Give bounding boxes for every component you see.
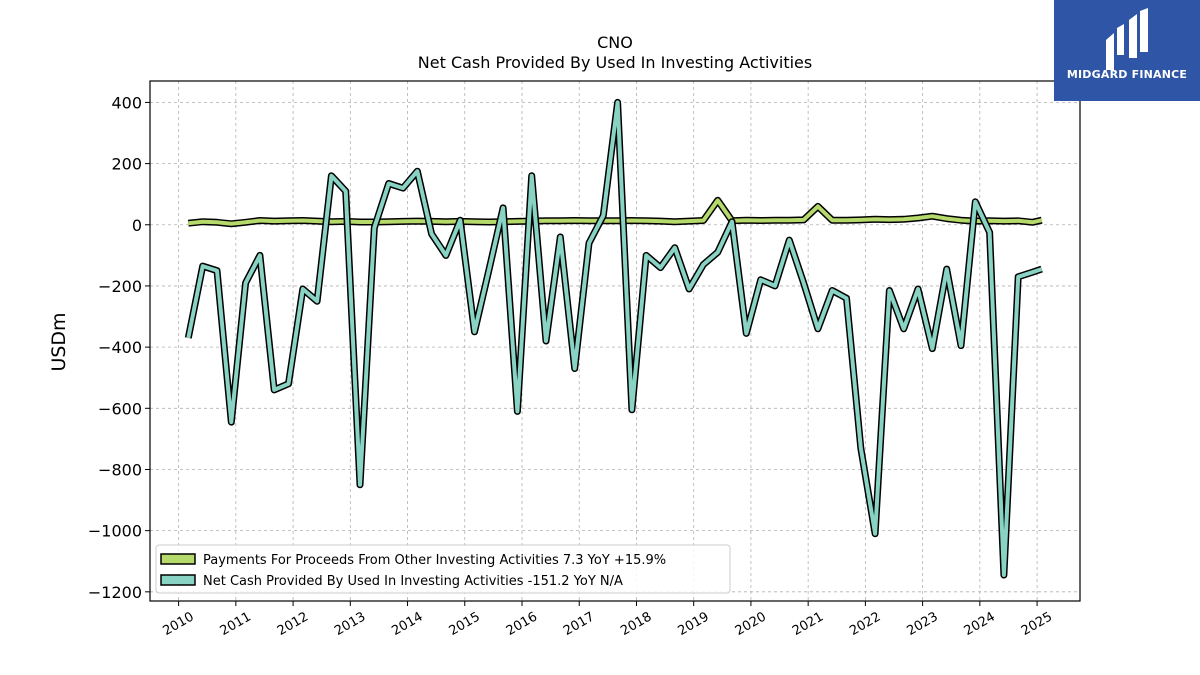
x-tick-label: 2014: [389, 609, 425, 639]
y-tick-label: 0: [132, 216, 142, 235]
legend-swatch-0: [160, 553, 196, 565]
y-ticks: 400 200 0 −200 −400 −600 −800 −1000 −1200: [88, 93, 150, 602]
y-tick-label: −600: [98, 399, 142, 418]
logo-mark-icon: [1106, 8, 1148, 70]
x-tick-label: 2017: [561, 609, 597, 639]
legend-swatch-1: [160, 574, 196, 586]
legend-box: [155, 544, 731, 594]
y-axis-label: USDm: [48, 312, 70, 371]
y-tick-label: −800: [98, 460, 142, 479]
y-tick-label: −1000: [88, 522, 142, 541]
x-tick-label: 2013: [332, 609, 368, 639]
grid: [150, 81, 1080, 601]
y-tick-label: 200: [111, 155, 142, 174]
legend: Payments For Proceeds From Other Investi…: [155, 544, 731, 594]
x-ticks: 2010 2011 2012 2013 2014 2015 2016 2017 2018 2019…: [160, 601, 1055, 639]
x-tick-label: 2015: [447, 609, 483, 639]
x-tick-label: 2012: [275, 609, 311, 639]
x-tick-label: 2010: [160, 609, 196, 639]
y-tick-label: 400: [111, 93, 142, 112]
y-tick-label: −200: [98, 277, 142, 296]
x-tick-label: 2016: [504, 609, 540, 639]
x-tick-label: 2024: [962, 609, 998, 639]
series-line-1: [186, 100, 1043, 577]
brand-logo: MIDGARD FINANCE: [1054, 0, 1200, 101]
chart-title: CNO: [597, 33, 633, 52]
x-tick-label: 2022: [847, 609, 883, 639]
series-layer: [184, 98, 1043, 579]
legend-label-1: Net Cash Provided By Used In Investing A…: [203, 574, 623, 589]
x-tick-label: 2019: [676, 609, 712, 639]
x-tick-label: 2020: [733, 609, 769, 639]
logo-text: MIDGARD FINANCE: [1066, 68, 1188, 81]
x-tick-label: 2018: [618, 609, 654, 639]
legend-label-0: Payments For Proceeds From Other Investi…: [203, 553, 666, 568]
x-tick-label: 2011: [218, 609, 254, 639]
x-tick-label: 2025: [1019, 609, 1055, 639]
x-tick-label: 2021: [790, 609, 826, 639]
series-outline-1: [184, 98, 1043, 579]
series-line-0: [188, 198, 1043, 226]
plot-frame: [149, 80, 1081, 602]
x-tick-label: 2023: [904, 609, 940, 639]
y-tick-label: −400: [98, 338, 142, 357]
chart-subtitle: Net Cash Provided By Used In Investing A…: [418, 53, 812, 72]
y-tick-label: −1200: [88, 583, 142, 602]
